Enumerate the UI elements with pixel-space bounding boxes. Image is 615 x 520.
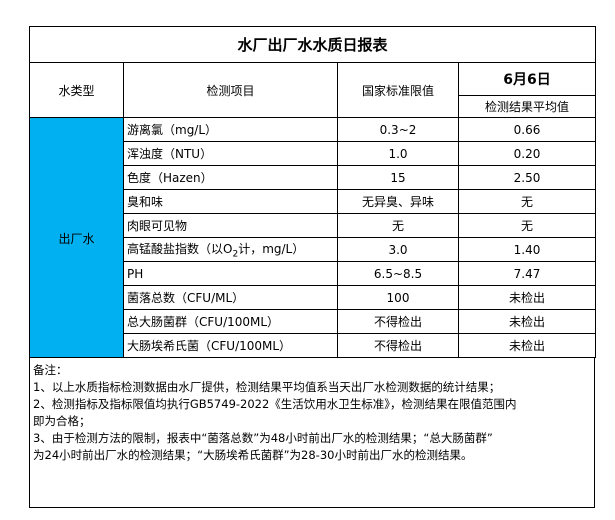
result-cell: 1.40 [457,237,597,262]
table-row: 菌落总数（CFU/ML） 100 未检出 [30,285,597,310]
item-name: 菌落总数（CFU/ML） [127,291,245,305]
item-cell: 总大肠菌群（CFU/100ML） [123,309,338,334]
table-row: 大肠埃希氏菌（CFU/100ML） 不得检出 未检出 [30,333,597,358]
result-cell: 未检出 [457,285,597,310]
notes-section: 备注： 1、以上水质指标检测数据由水厂提供，检测结果平均值系当天出厂水检测数据的… [29,358,595,508]
item-name: 色度（Hazen） [127,171,213,185]
result-cell: 0.66 [457,117,597,142]
result-cell: 2.50 [457,165,597,190]
item-cell: 臭和味 [123,189,338,214]
note-line: 3、由于检测方法的限制，报表中“菌落总数”为48小时前出厂水的检测结果；“总大肠… [33,431,493,445]
note-line: 即为合格； [33,414,91,428]
standard-cell: 6.5~8.5 [337,261,459,286]
item-cell: 游离氯（mg/L） [123,117,338,142]
standard-cell: 无异臭、异味 [337,189,459,214]
standard-cell: 不得检出 [337,333,459,358]
header-standard: 国家标准限值 [337,62,459,118]
standard-cell: 0.3~2 [337,117,459,142]
item-name: 浑浊度（NTU） [127,147,213,161]
item-cell: 色度（Hazen） [123,165,338,190]
result-cell: 0.20 [457,141,597,166]
table-row: 高锰酸盐指数（以O2计，mg/L） 3.0 1.40 [30,237,597,262]
standard-cell: 不得检出 [337,309,459,334]
note-line: 2、检测指标及指标限值均执行GB5749-2022《生活饮用水卫生标准》，检测结… [33,397,517,411]
header-date: 6月6日 [457,62,597,96]
table-row: PH 6.5~8.5 7.47 [30,261,597,286]
item-name: PH [127,266,144,281]
standard-cell: 1.0 [337,141,459,166]
result-cell: 未检出 [457,309,597,334]
header-item: 检测项目 [123,62,338,118]
item-name: 游离氯（mg/L） [127,123,218,137]
item-cell: 菌落总数（CFU/ML） [123,285,338,310]
table-row: 臭和味 无异臭、异味无 [30,189,597,214]
item-cell: 肉眼可见物 [123,213,338,238]
item-name: 总大肠菌群（CFU/100ML） [127,315,280,329]
item-cell: 大肠埃希氏菌（CFU/100ML） [123,333,338,358]
item-cell: 浑浊度（NTU） [123,141,338,166]
table-row: 出厂水 游离氯（mg/L） 0.3~2 0.66 [29,117,597,358]
standard-cell: 15 [337,165,459,190]
item-cell: PH [123,261,338,286]
note-line: 为24小时前出厂水的检测结果；“大肠埃希氏菌群”为28-30小时前出厂水的检测结… [33,448,473,462]
water-type-cell: 出厂水 [29,117,124,358]
header-result: 检测结果平均值 [457,95,597,118]
item-name: 高锰酸盐指数（以O [127,241,233,256]
standard-cell: 无 [337,213,459,238]
item-name: 臭和味 [127,195,164,209]
item-subscript: 2 [232,249,239,260]
note-line: 1、以上水质指标检测数据由水厂提供，检测结果平均值系当天出厂水检测数据的统计结果… [33,380,501,394]
table-row: 肉眼可见物 无无 [30,213,597,238]
item-name: 大肠埃希氏菌（CFU/100ML） [127,339,292,353]
result-cell: 未检出 [457,333,597,358]
water-quality-report: 水厂出厂水水质日报表 水类型 检测项目 国家标准限值 6月6日 检测结果平均值 … [28,26,597,508]
report-table: 水厂出厂水水质日报表 水类型 检测项目 国家标准限值 6月6日 检测结果平均值 … [28,26,597,358]
result-cell: 无 [457,213,597,238]
report-title: 水厂出厂水水质日报表 [28,26,597,63]
standard-cell: 100 [337,285,459,310]
standard-cell: 3.0 [337,237,459,262]
table-row: 浑浊度（NTU） 1.0 0.20 [30,141,597,166]
item-cell: 高锰酸盐指数（以O2计，mg/L） [123,237,338,262]
header-water-type: 水类型 [29,62,124,118]
item-name: 肉眼可见物 [127,219,188,233]
item-suffix: 计，mg/L） [238,241,305,256]
table-row: 色度（Hazen） 15 2.50 [30,165,597,190]
result-cell: 7.47 [457,261,597,286]
notes-heading: 备注： [33,363,68,377]
result-cell: 无 [457,189,597,214]
